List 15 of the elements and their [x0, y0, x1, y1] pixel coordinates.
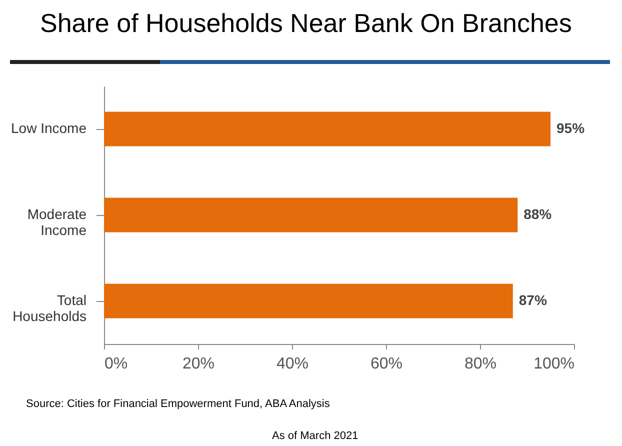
data-label: 88%: [524, 206, 552, 222]
text: As of March 2021: [272, 430, 358, 442]
x-tick-label: 100%: [534, 356, 574, 372]
y-tick-label: Low Income: [11, 120, 87, 136]
x-tick-label: 20%: [182, 356, 215, 372]
source-note: Source: Cities for Financial Empowerment Fund, ABA Analysis: [26, 398, 330, 410]
y-tick-label: Total Households: [12, 292, 86, 324]
data-label: 95%: [556, 120, 586, 136]
x-tick-label: 40%: [276, 356, 309, 372]
y-tick-label: Moderate Income: [27, 206, 87, 238]
x-tick-label: 80%: [464, 356, 497, 372]
x-tick-label: 60%: [370, 356, 403, 372]
x-tick-label: 0%: [104, 356, 128, 372]
chart-title: Share of Households Near Bank On Branches: [40, 8, 572, 39]
data-label: 87%: [518, 292, 548, 308]
